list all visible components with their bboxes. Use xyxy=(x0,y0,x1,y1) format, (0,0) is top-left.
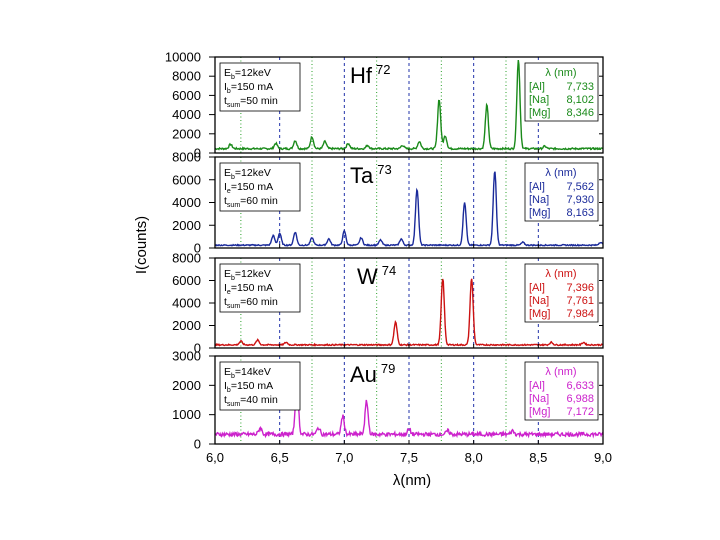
legend-wavelength: 7,930 xyxy=(566,194,594,206)
legend-title: λ (nm) xyxy=(545,167,576,179)
legend-wavelength: 8,102 xyxy=(566,94,594,106)
y-tick-label: 8000 xyxy=(172,251,201,266)
y-tick-label: 2000 xyxy=(172,126,201,141)
x-tick-label: 6,0 xyxy=(206,450,224,465)
y-tick-label: 0 xyxy=(194,341,201,356)
x-tick-label: 7,0 xyxy=(335,450,353,465)
legend-hf: λ (nm)[Al] 7,733 [Na] 8,102 [Mg] 8,346 xyxy=(524,62,599,122)
element-label-ta: Ta 73 xyxy=(350,162,392,188)
element-label-au: Au 79 xyxy=(350,361,395,387)
x-tick-label: 8,5 xyxy=(529,450,547,465)
legend-wavelength: 7,984 xyxy=(566,308,594,320)
legend-title: λ (nm) xyxy=(545,268,576,280)
legend-wavelength: 7,761 xyxy=(566,295,594,307)
legend-ion: [Na] xyxy=(529,393,549,405)
legend-wavelength: 7,562 xyxy=(566,181,594,193)
y-tick-label: 0 xyxy=(194,437,201,452)
x-axis: 6,0 6,5 7,0 7,5 8,0 8,5 9,0 xyxy=(206,450,612,465)
legend-wavelength: 8,346 xyxy=(566,107,594,119)
condition-text: tsum=60 min xyxy=(224,195,278,209)
x-tick-label: 6,5 xyxy=(271,450,289,465)
legend-ion: [Mg] xyxy=(529,207,550,219)
legend-wavelength: 8,163 xyxy=(566,207,594,219)
legend-ion: [Al] xyxy=(529,81,545,93)
y-tick-label: 4000 xyxy=(172,296,201,311)
legend-ion: [Mg] xyxy=(529,107,550,119)
y-tick-label: 2000 xyxy=(172,378,201,393)
y-tick-label: 0 xyxy=(194,146,201,161)
x-tick-label: 9,0 xyxy=(594,450,612,465)
conditions-frame xyxy=(219,263,301,313)
spectrum-line-au xyxy=(214,379,604,439)
condition-text: Ib=150 mA xyxy=(224,380,273,394)
legend-wavelength: 7,396 xyxy=(566,282,594,294)
y-tick-label: 4000 xyxy=(172,107,201,122)
legend-wavelength: 6,633 xyxy=(566,380,594,392)
condition-text: Eb=12keV xyxy=(224,67,271,81)
y-tick-label: 3000 xyxy=(172,349,201,364)
conditions-frame xyxy=(219,62,301,112)
legend-ion: [Na] xyxy=(529,194,549,206)
condition-text: Eb=12keV xyxy=(224,167,271,181)
legend-ta: λ (nm)[Al] 7,562 [Na] 7,930 [Mg] 8,163 xyxy=(524,162,599,222)
x-axis-label: λ(nm) xyxy=(393,472,431,489)
condition-text: Eb=14keV xyxy=(224,366,271,380)
legend-title: λ (nm) xyxy=(545,366,576,378)
y-tick-label: 6000 xyxy=(172,273,201,288)
condition-text: tsum=40 min xyxy=(224,394,278,408)
element-label-hf: Hf 72 xyxy=(350,62,390,88)
legend-w: λ (nm)[Al] 7,396 [Na] 7,761 [Mg] 7,984 xyxy=(524,263,599,323)
y-tick-label: 10000 xyxy=(165,50,201,65)
y-tick-label: 2000 xyxy=(172,218,201,233)
conditions-frame xyxy=(219,162,301,212)
y-tick-label: 2000 xyxy=(172,318,201,333)
condition-text: tsum=50 min xyxy=(224,95,278,109)
legend-frame xyxy=(524,62,599,122)
legend-title: λ (nm) xyxy=(545,67,576,79)
condition-text: Ie=150 mA xyxy=(224,181,273,195)
legend-ion: [Na] xyxy=(529,94,549,106)
x-tick-label: 8,0 xyxy=(465,450,483,465)
legend-ion: [Mg] xyxy=(529,406,550,418)
condition-text: Ib=150 mA xyxy=(224,81,273,95)
legend-frame xyxy=(524,162,599,222)
condition-text: tsum=60 min xyxy=(224,296,278,310)
condition-text: Ie=150 mA xyxy=(224,282,273,296)
y-tick-label: 8000 xyxy=(172,150,201,165)
legend-ion: [Na] xyxy=(529,295,549,307)
legend-au: λ (nm)[Al] 6,633 [Na] 6,988 [Mg] 7,172 xyxy=(524,361,599,421)
x-tick-label: 7,5 xyxy=(400,450,418,465)
y-tick-label: 0 xyxy=(194,241,201,256)
legend-ion: [Al] xyxy=(529,380,545,392)
condition-text: Eb=12keV xyxy=(224,268,271,282)
legend-ion: [Al] xyxy=(529,181,545,193)
legend-ion: [Al] xyxy=(529,282,545,294)
legend-wavelength: 7,733 xyxy=(566,81,594,93)
y-tick-label: 6000 xyxy=(172,88,201,103)
legend-frame xyxy=(524,263,599,323)
legend-frame xyxy=(524,361,599,421)
legend-wavelength: 6,988 xyxy=(566,393,594,405)
legend-wavelength: 7,172 xyxy=(566,406,594,418)
y-tick-label: 8000 xyxy=(172,69,201,84)
y-tick-label: 6000 xyxy=(172,172,201,187)
element-label-w: W 74 xyxy=(357,263,396,289)
legend-ion: [Mg] xyxy=(529,308,550,320)
y-tick-label: 4000 xyxy=(172,195,201,210)
y-tick-label: 1000 xyxy=(172,407,201,422)
conditions-frame xyxy=(219,361,301,411)
y-axis-label: I(counts) xyxy=(133,216,150,274)
